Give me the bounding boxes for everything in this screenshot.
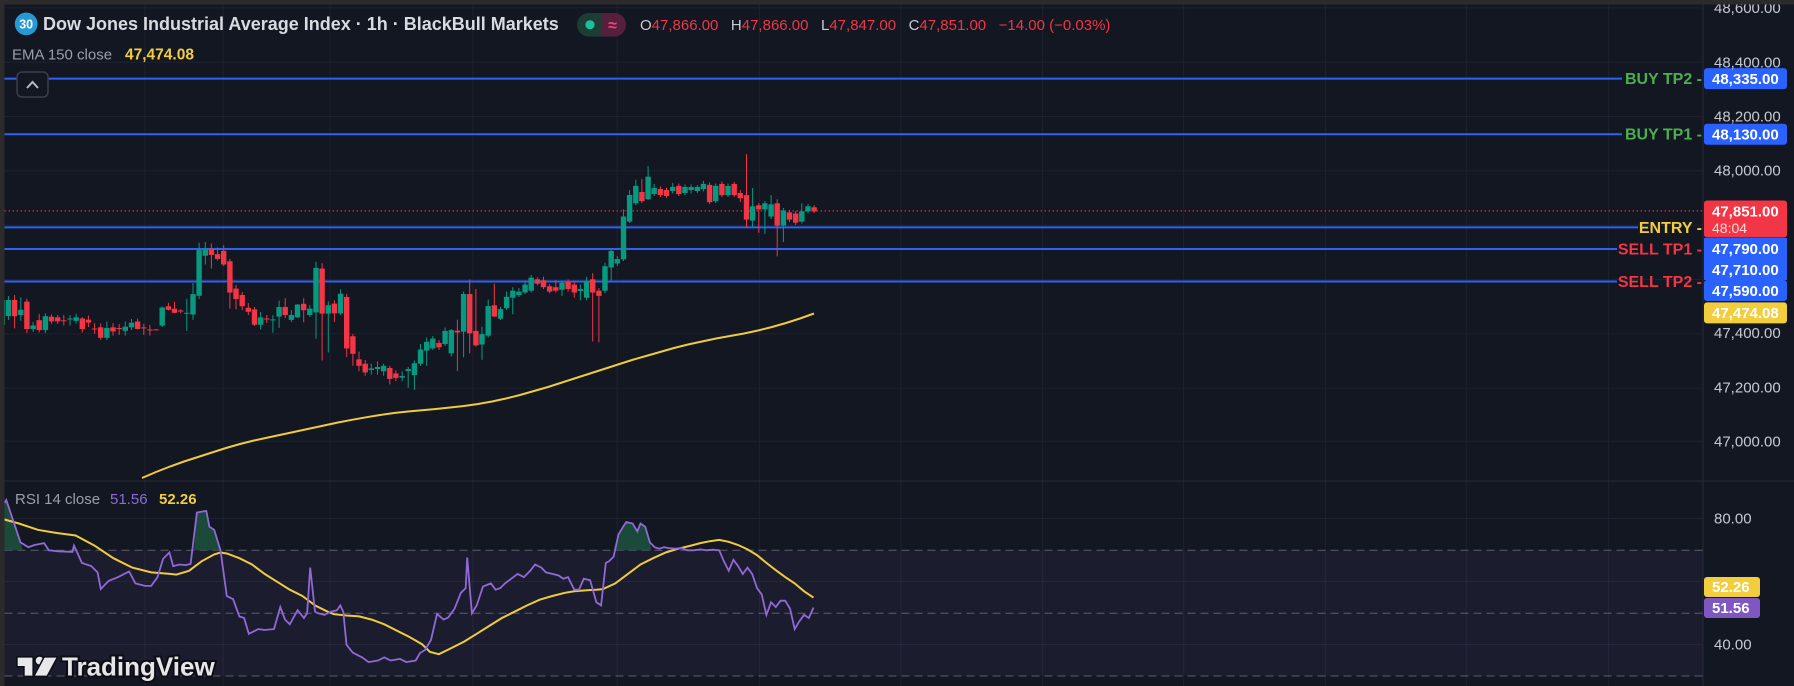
svg-text:SELL TP1 -: SELL TP1 - bbox=[1618, 242, 1702, 259]
svg-text:47,200.00: 47,200.00 bbox=[1714, 379, 1781, 396]
svg-text:47,851.00: 47,851.00 bbox=[1712, 204, 1779, 221]
svg-text:BUY TP2 -: BUY TP2 - bbox=[1625, 71, 1702, 88]
svg-text:80.00: 80.00 bbox=[1714, 511, 1752, 528]
svg-text:47,400.00: 47,400.00 bbox=[1714, 325, 1781, 342]
svg-text:48,400.00: 48,400.00 bbox=[1714, 54, 1781, 71]
svg-text:47,000.00: 47,000.00 bbox=[1714, 434, 1781, 451]
svg-text:47,474.08: 47,474.08 bbox=[125, 47, 194, 64]
svg-text:ENTRY -: ENTRY - bbox=[1639, 220, 1702, 237]
svg-text:≈: ≈ bbox=[608, 18, 617, 35]
svg-text:48,335.00: 48,335.00 bbox=[1712, 71, 1779, 88]
svg-text:47,590.00: 47,590.00 bbox=[1712, 283, 1779, 300]
svg-text:BUY TP1 -: BUY TP1 - bbox=[1625, 127, 1702, 144]
svg-text:RSI 14 close: RSI 14 close bbox=[15, 491, 100, 508]
svg-text:47,710.00: 47,710.00 bbox=[1712, 262, 1779, 279]
svg-text:52.26: 52.26 bbox=[159, 491, 197, 508]
svg-text:30: 30 bbox=[19, 17, 33, 31]
svg-text:47,474.08: 47,474.08 bbox=[1712, 305, 1779, 322]
svg-text:Dow Jones Industrial Average I: Dow Jones Industrial Average Index · 1h … bbox=[43, 14, 559, 34]
svg-text:48,130.00: 48,130.00 bbox=[1712, 126, 1779, 143]
svg-text:40.00: 40.00 bbox=[1714, 637, 1752, 654]
svg-text:EMA 150 close: EMA 150 close bbox=[12, 47, 112, 64]
svg-text:51.56: 51.56 bbox=[1712, 600, 1750, 617]
svg-text:48,000.00: 48,000.00 bbox=[1714, 163, 1781, 180]
svg-text:48:04: 48:04 bbox=[1712, 220, 1747, 236]
svg-text:SELL TP2 -: SELL TP2 - bbox=[1618, 274, 1702, 291]
svg-text:O47,866.00 H47,866.00 L47,: O47,866.00 H47,866.00 L47,847.00 C47,851… bbox=[640, 17, 1110, 34]
svg-text:TradingView: TradingView bbox=[62, 652, 215, 682]
svg-text:48,200.00: 48,200.00 bbox=[1714, 109, 1781, 126]
svg-text:51.56: 51.56 bbox=[110, 491, 148, 508]
svg-text:52.26: 52.26 bbox=[1712, 579, 1750, 596]
svg-text:47,790.00: 47,790.00 bbox=[1712, 241, 1779, 258]
